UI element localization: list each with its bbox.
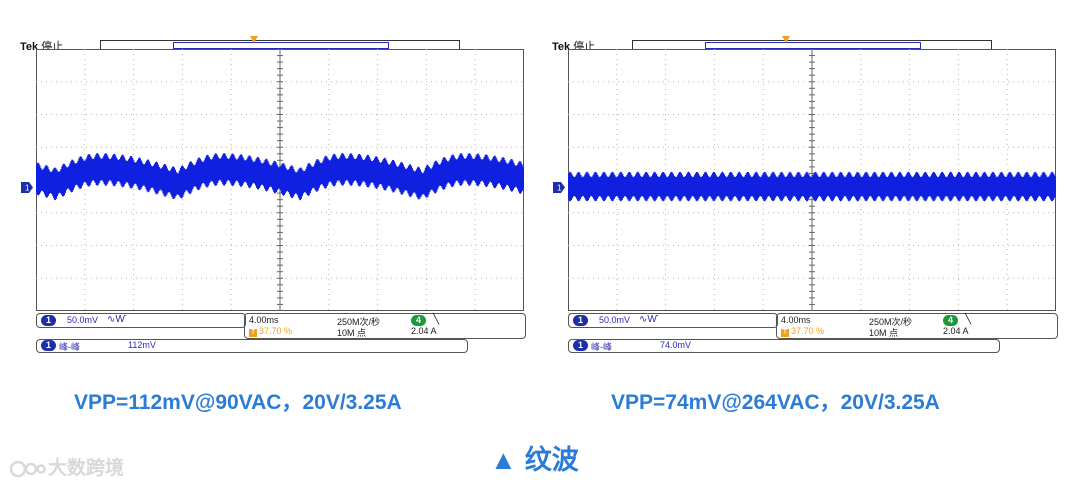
measurement-channel-badge: 1 (573, 340, 589, 351)
watermark: 大数跨境 (10, 453, 124, 480)
caption-left: VPP=112mV@90VAC，20V/3.25A (74, 391, 402, 414)
acquisition-box: 4.00ms T 37.70 % 250M次/秒 10M 点 4 ╲ 2.04 A (776, 313, 1058, 339)
record-length: 10M 点 (337, 328, 367, 338)
sample-rate: 250M次/秒 (337, 317, 381, 327)
footer-label: 纹波 (524, 445, 579, 475)
measurement-box: 1 峰-峰 112mV (36, 339, 468, 353)
channel-scale-box: 1 50.0mV ∿Ⱳ (36, 313, 246, 328)
measurement-name: 峰-峰 (591, 342, 612, 352)
channel-scale-box: 1 50.0mV ∿Ⱳ (568, 313, 778, 328)
measurement-value: 74.0mV (660, 340, 692, 350)
trigger-channel-badge: 4 (943, 315, 959, 326)
triangle-up-icon: ▲ (490, 445, 517, 475)
sample-rate: 250M次/秒 (869, 317, 913, 327)
record-length: 10M 点 (869, 328, 899, 338)
falling-edge-icon: ╲ (965, 314, 972, 325)
time-scale: 4.00ms (781, 315, 811, 325)
trigger-t-icon: T (781, 329, 789, 337)
trigger-channel-badge: 4 (411, 315, 427, 326)
waveform-screen (36, 49, 524, 311)
trigger-level: 2.04 A (411, 326, 437, 336)
trigger-time: T 37.70 % (781, 326, 825, 337)
bandwidth-icon: ∿Ⱳ (107, 314, 126, 325)
measurement-channel-badge: 1 (41, 340, 57, 351)
channel1-ground-icon: 1 (21, 182, 33, 193)
trigger-time: T 37.70 % (249, 326, 293, 337)
record-view-window (173, 42, 389, 49)
channel-badge: 1 (41, 315, 57, 326)
measurement-box: 1 峰-峰 74.0mV (568, 339, 1000, 353)
channel-scale: 50.0mV (67, 315, 99, 325)
record-view-window (705, 42, 921, 49)
trigger-position-icon (250, 36, 258, 43)
trigger-t-icon: T (249, 329, 257, 337)
channel-badge: 1 (573, 315, 589, 326)
channel1-ground-icon: 1 (553, 182, 565, 193)
time-scale: 4.00ms (249, 315, 279, 325)
waveform-screen (568, 49, 1056, 311)
ripple-waveform (568, 171, 1056, 202)
trigger-level: 2.04 A (943, 326, 969, 336)
ripple-waveform (36, 153, 524, 201)
channel-scale: 50.0mV (599, 315, 631, 325)
bandwidth-icon: ∿Ⱳ (639, 314, 658, 325)
trigger-position-icon (782, 36, 790, 43)
acquisition-box: 4.00ms T 37.70 % 250M次/秒 10M 点 4 ╲ 2.04 A (244, 313, 526, 339)
measurement-value: 112mV (128, 340, 156, 350)
watermark-text: 大数跨境 (48, 458, 125, 479)
falling-edge-icon: ╲ (433, 314, 440, 325)
measurement-name: 峰-峰 (59, 342, 80, 352)
footer-title: ▲ 纹波 (490, 438, 579, 477)
svg-text:1: 1 (557, 184, 562, 193)
svg-text:1: 1 (25, 184, 30, 193)
caption-right: VPP=74mV@264VAC，20V/3.25A (611, 391, 940, 414)
logo-icon (10, 460, 46, 478)
